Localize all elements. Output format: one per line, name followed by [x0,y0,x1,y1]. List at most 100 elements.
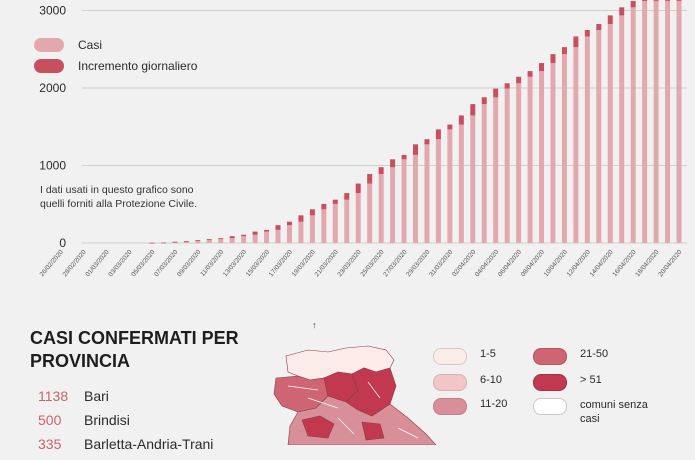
map-legend-label: 6-10 [480,374,502,386]
bar-casi [310,215,315,243]
bar-incremento [562,47,567,54]
bar-incremento [402,155,407,159]
bar-incremento [505,83,510,88]
bar-incremento [161,243,166,244]
bar-incremento [230,236,235,238]
bar-casi [493,97,498,243]
map-legend-swatch [433,398,467,415]
bar-casi [218,239,223,243]
map-legend-label: 1-5 [480,348,496,360]
chart-legend: Casi Incremento giornaliero [34,34,197,76]
bar-incremento [184,241,189,242]
bar-casi [470,115,475,243]
bar-incremento [253,232,258,235]
legend-item-incremento: Incremento giornaliero [34,55,197,76]
bar-casi [505,89,510,243]
map-legend-label: > 51 [580,374,602,386]
map-legend-item: 6-10 [433,374,502,391]
bar-casi [333,204,338,243]
bar-incremento [459,115,464,124]
bar-casi [654,0,659,243]
bar-casi [447,129,452,243]
bar-casi [287,225,292,243]
bar-incremento [539,63,544,71]
y-tick-label: 2000 [39,81,66,95]
y-tick-label: 0 [59,236,66,250]
province-cases: 1138 [38,388,84,404]
bar-casi [528,77,533,243]
bar-incremento [550,54,555,63]
map-legend-swatch [533,374,567,391]
bar-incremento [333,200,338,204]
bar-incremento [172,242,177,243]
provinces-section-title: CASI CONFERMATI PER PROVINCIA [30,327,250,373]
bar-incremento [241,235,246,236]
bar-casi [482,104,487,243]
bar-incremento [390,159,395,167]
bar-incremento [310,209,315,215]
bar-incremento [218,238,223,239]
bar-incremento [321,204,326,209]
bar-casi [402,159,407,243]
bar-casi [253,235,258,243]
map-legend-label: comuni senza casi [580,398,650,426]
map-legend-item: 1-5 [433,348,496,365]
map-legend-swatch [433,348,467,365]
bar-casi [459,125,464,243]
legend-label-casi: Casi [78,38,102,52]
bar-incremento [677,0,682,1]
map-legend-item: 21-50 [533,348,608,365]
bar-incremento [516,77,521,84]
legend-swatch-casi [34,38,64,52]
bar-casi [436,139,441,243]
bar-incremento [528,71,533,77]
bar-incremento [573,36,578,47]
province-name: Barletta-Andria-Trani [84,436,213,452]
bar-casi [184,242,189,243]
province-cases: 500 [38,412,84,428]
bar-incremento [608,15,613,24]
bar-casi [631,7,636,243]
bar-incremento [642,0,647,1]
puglia-map [268,338,438,445]
north-arrow-icon: ↑ [312,320,317,330]
bar-incremento [276,225,281,230]
map-legend-item: comuni senza casi [533,398,650,426]
bar-incremento [413,144,418,155]
bar-casi [207,240,212,243]
legend-item-casi: Casi [34,34,197,55]
bar-casi [665,0,670,243]
legend-label-incremento: Incremento giornaliero [78,59,197,73]
bar-casi [264,232,269,243]
map-legend-item: 11-20 [433,398,507,415]
bar-incremento [665,0,670,1]
bar-casi [413,155,418,243]
map-legend-swatch [533,348,567,365]
bar-casi [276,230,281,243]
bar-incremento [287,222,292,225]
bar-incremento [379,167,384,174]
bar-incremento [424,139,429,144]
bar-casi [241,236,246,243]
province-list: 1138 Bari 500 Brindisi 335 Barletta-Andr… [38,388,213,460]
bar-incremento [367,174,372,184]
x-tick-label: 20/04/2020 [657,249,684,279]
y-tick-label: 3000 [39,4,66,18]
map-legend-swatch [533,398,567,415]
bar-casi [195,241,200,243]
bar-casi [321,209,326,243]
bar-casi [379,174,384,243]
y-tick-label: 1000 [39,159,66,173]
bar-incremento [264,230,269,232]
bar-incremento [654,0,659,1]
bar-incremento [436,129,441,139]
bar-casi [585,36,590,243]
bar-casi [298,222,303,243]
bar-casi [677,0,682,243]
bar-casi [424,144,429,243]
bar-incremento [482,97,487,104]
province-row: 1138 Bari [38,388,213,412]
bar-casi [550,63,555,243]
map-legend-swatch [433,374,467,391]
map-legend-label: 11-20 [480,398,507,410]
